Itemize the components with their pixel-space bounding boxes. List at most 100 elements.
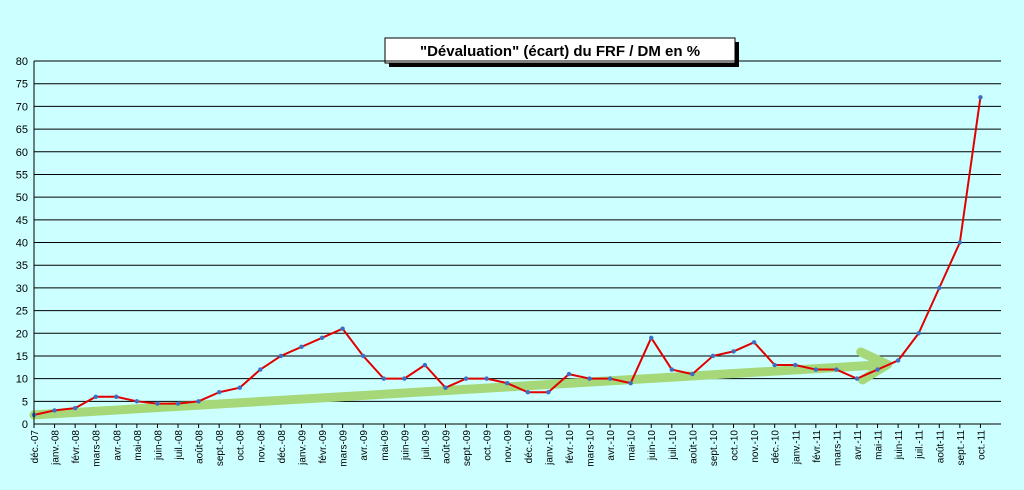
- data-point: [731, 349, 736, 354]
- x-tick-label: janv.-08: [51, 430, 62, 466]
- x-tick-label: févr.-10: [565, 430, 576, 464]
- x-tick-label: déc.-09: [524, 430, 535, 464]
- x-tick-label: mai-11: [874, 430, 885, 460]
- x-tick-label: mars-09: [339, 430, 350, 467]
- y-tick-label: 10: [16, 374, 28, 386]
- data-point: [484, 376, 489, 381]
- data-point: [72, 405, 78, 411]
- data-point: [525, 390, 530, 395]
- data-point: [649, 335, 654, 340]
- y-tick-label: 80: [16, 56, 28, 68]
- data-point: [319, 335, 325, 340]
- x-tick-label: sept.-10: [709, 430, 720, 467]
- data-point: [340, 326, 345, 331]
- data-point: [834, 367, 839, 372]
- data-point: [546, 390, 551, 395]
- x-tick-label: juin-10: [647, 430, 658, 461]
- data-point: [463, 376, 469, 381]
- y-tick-label: 30: [16, 283, 28, 295]
- x-tick-label: avr.-10: [606, 430, 617, 461]
- data-point: [793, 362, 798, 368]
- x-tick-label: nov.-08: [256, 430, 267, 463]
- x-tick-label: oct.-09: [483, 430, 494, 461]
- x-tick-label: oct.-11: [976, 430, 987, 460]
- data-point: [566, 371, 572, 377]
- y-tick-label: 40: [16, 238, 28, 250]
- data-point: [216, 390, 222, 395]
- x-tick-label: avr.-11: [853, 430, 864, 460]
- data-point: [957, 240, 963, 245]
- data-point: [978, 95, 983, 100]
- x-tick-label: juil.-08: [174, 430, 185, 461]
- data-point: [402, 376, 407, 381]
- data-point: [916, 331, 921, 336]
- x-tick-label: déc.-08: [277, 430, 288, 464]
- data-point: [278, 353, 284, 359]
- y-tick-label: 50: [16, 192, 28, 204]
- y-tick-label: 60: [16, 147, 28, 159]
- x-tick-label: mai-09: [380, 430, 391, 461]
- y-axis-ticks: 0 5 10 15 20 25 30 35 40 45 50 55 60 65 70 75 80: [16, 56, 28, 431]
- data-point: [751, 340, 757, 345]
- x-tick-label: mai-08: [133, 430, 144, 461]
- data-point: [93, 394, 98, 399]
- x-tick-label: janv.-10: [544, 430, 555, 466]
- axes: [33, 61, 1001, 425]
- data-point: [937, 285, 942, 291]
- x-tick-label: mai-10: [627, 430, 638, 461]
- y-tick-label: 25: [16, 306, 28, 318]
- data-point: [360, 353, 366, 359]
- x-tick-label: août-09: [441, 430, 452, 464]
- x-tick-label: avr.-08: [112, 430, 123, 461]
- data-point: [587, 376, 592, 381]
- x-tick-label: oct.-10: [730, 430, 741, 461]
- x-tick-label: nov.-10: [750, 430, 761, 463]
- chart-title: "Dévaluation" (écart) du FRF / DM en %: [384, 37, 739, 67]
- x-tick-label: août-10: [688, 430, 699, 464]
- data-point: [114, 394, 119, 399]
- data-point: [813, 367, 819, 372]
- x-tick-label: août-08: [195, 430, 206, 464]
- x-tick-label: janv.-09: [297, 430, 308, 466]
- x-tick-label: juin-08: [153, 430, 164, 461]
- x-tick-label: juin-09: [400, 430, 411, 461]
- data-point: [237, 385, 242, 390]
- data-point: [875, 367, 880, 372]
- x-tick-label: sept.-09: [462, 430, 473, 467]
- x-tick-label: juin-11: [894, 430, 905, 461]
- y-tick-label: 75: [16, 79, 28, 91]
- x-tick-label: oct.-08: [236, 430, 247, 461]
- data-point: [52, 408, 57, 413]
- x-tick-label: févr.-09: [318, 430, 329, 464]
- data-point: [710, 353, 716, 359]
- data-point: [422, 362, 428, 368]
- data-point: [443, 385, 448, 390]
- y-tick-label: 20: [16, 328, 28, 340]
- x-tick-label: sept.-11: [956, 430, 967, 466]
- x-tick-label: déc.-10: [771, 430, 782, 464]
- data-point: [155, 401, 160, 406]
- data-point: [381, 376, 386, 381]
- data-point: [258, 367, 263, 372]
- y-tick-label: 5: [22, 396, 28, 408]
- y-tick-label: 15: [16, 351, 28, 363]
- trend-arrow: [29, 347, 893, 420]
- data-point: [669, 367, 675, 372]
- data-point: [505, 380, 510, 386]
- x-tick-label: déc.-07: [30, 430, 41, 464]
- data-point: [854, 376, 860, 381]
- y-tick-label: 0: [22, 419, 28, 431]
- chart-title-text: "Dévaluation" (écart) du FRF / DM en %: [420, 43, 700, 60]
- y-tick-label: 45: [16, 215, 28, 227]
- data-point: [772, 362, 777, 368]
- x-tick-label: août-11: [935, 430, 946, 464]
- y-tick-label: 55: [16, 169, 28, 181]
- x-tick-label: juil.-11: [915, 430, 926, 460]
- data-point: [196, 399, 201, 404]
- x-axis-ticks: déc.-07 janv.-08 févr.-08 mars-08 avr.-08 mai…: [30, 424, 987, 467]
- data-point: [895, 358, 901, 363]
- data-point: [607, 376, 613, 381]
- data-point: [690, 371, 695, 377]
- y-tick-label: 35: [16, 260, 28, 272]
